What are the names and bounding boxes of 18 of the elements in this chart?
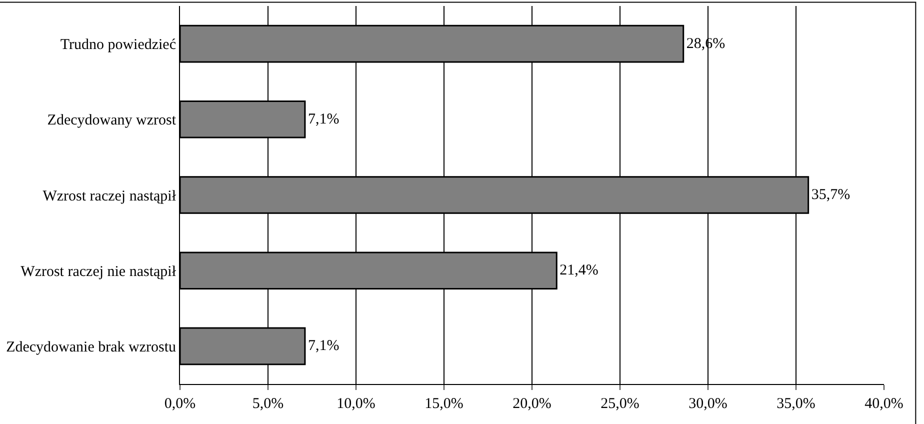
data-label: 21,4% [560, 262, 598, 279]
x-tick-label: 35,0% [776, 396, 816, 412]
x-tick-label: 30,0% [688, 396, 728, 412]
x-tick-label: 15,0% [424, 396, 464, 412]
x-tick-label: 40,0% [864, 396, 904, 412]
y-tick-label: Wzrost raczej nie nastąpił [20, 264, 177, 280]
y-tick-label: Zdecydowany wzrost [47, 112, 177, 129]
data-label: 7,1% [308, 338, 340, 354]
x-tick-label: 5,0% [252, 396, 284, 412]
x-tick-label: 0,0% [164, 396, 196, 412]
y-tick-label: Trudno powiedzieć [60, 37, 176, 54]
x-tick-label: 10,0% [336, 396, 376, 412]
data-label: 35,7% [811, 187, 850, 203]
y-tick-label: Zdecydowanie brak wzrostu [6, 339, 176, 356]
data-label: 7,1% [308, 111, 340, 128]
x-tick-label: 20,0% [512, 396, 552, 412]
y-tick-label: Wzrost raczej nastąpił [42, 188, 177, 204]
x-tick-label: 25,0% [600, 396, 640, 412]
